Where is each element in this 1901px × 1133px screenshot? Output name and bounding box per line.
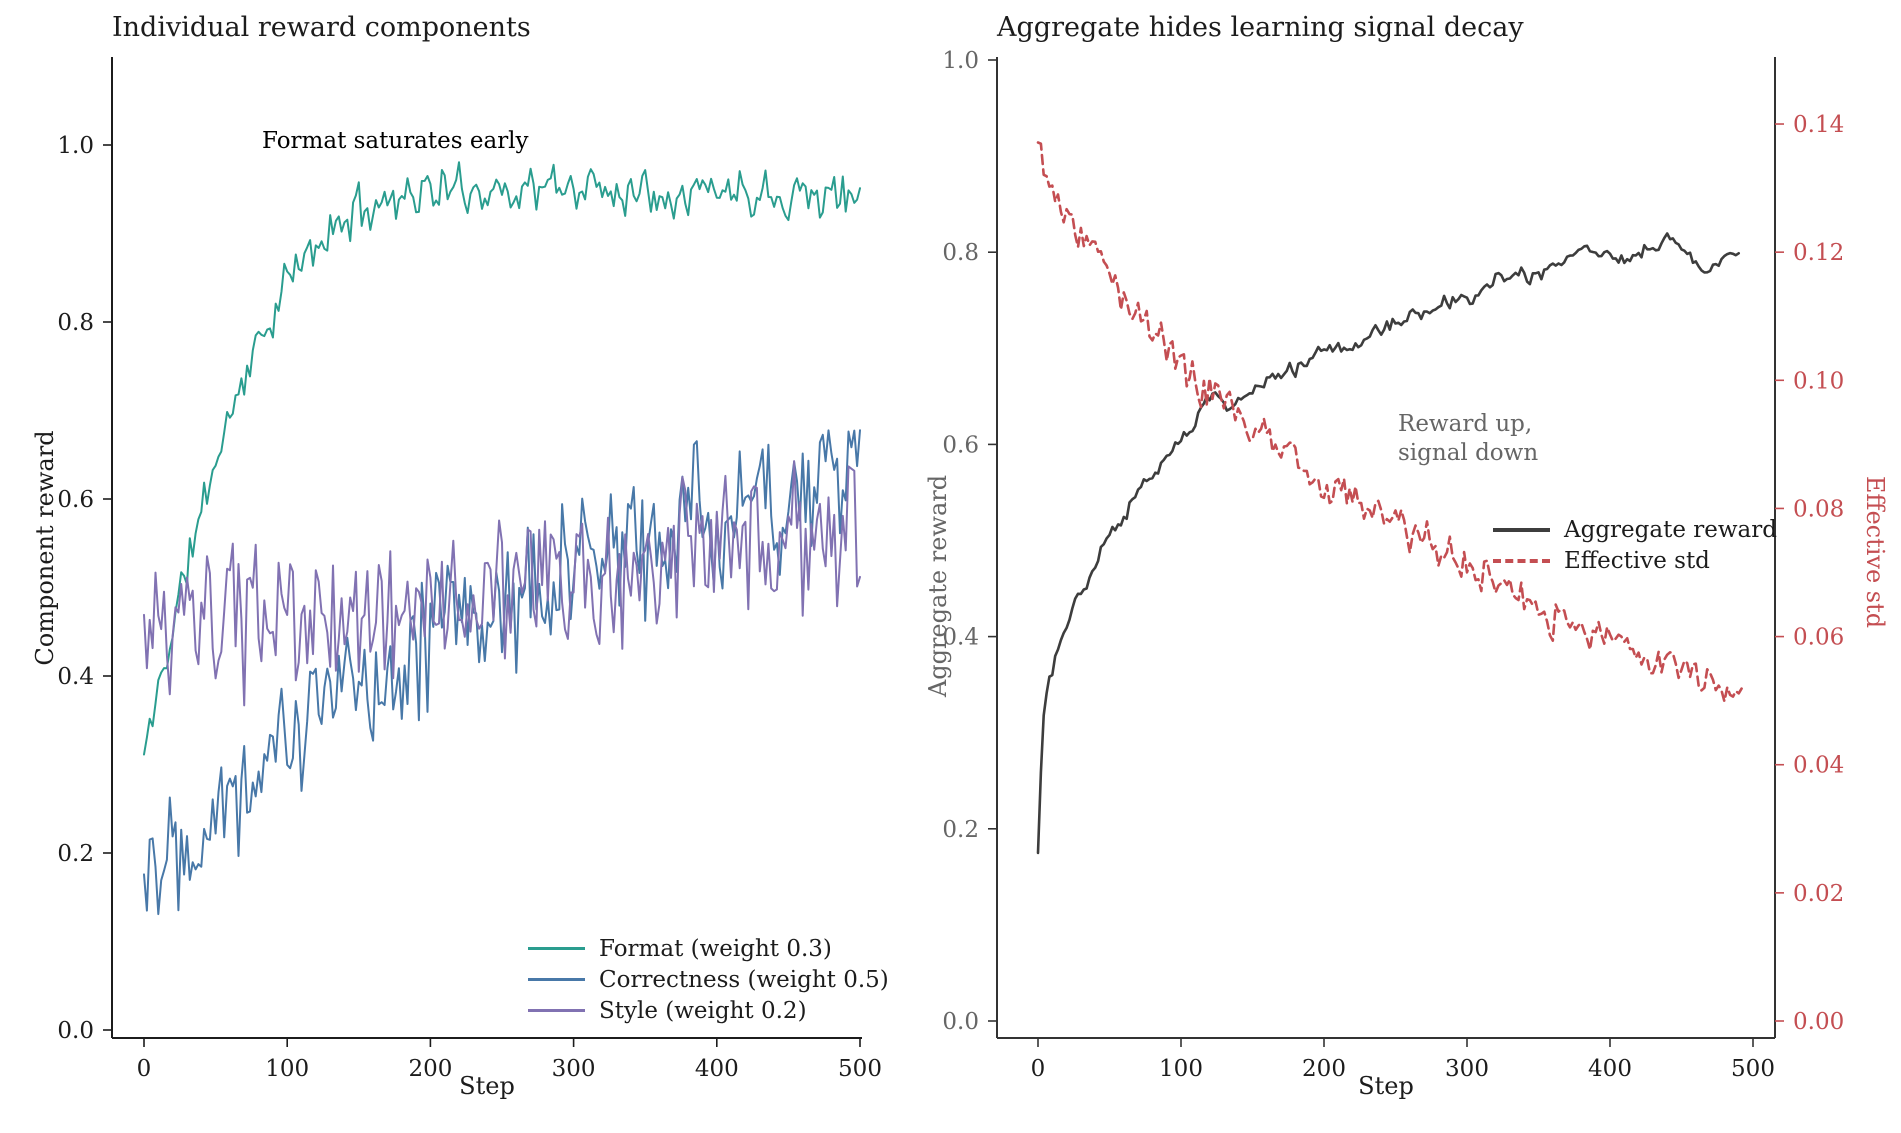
x-tick-label: 200 — [408, 1056, 452, 1082]
x-tick-label: 400 — [695, 1056, 739, 1082]
y-left-tick-label: 1.0 — [942, 48, 979, 74]
reward-up-annotation: Reward up, signal down — [1398, 411, 1539, 467]
y-right-tick-label: 0.10 — [1793, 368, 1844, 394]
aggregate-line-swatch — [1493, 527, 1550, 532]
legend-row-style: Style (weight 0.2) — [528, 995, 889, 1026]
y-right-tick-label: 0.12 — [1793, 240, 1844, 266]
right-panel-xlabel: Step — [1358, 1072, 1414, 1100]
y-right-tick-label: 0.14 — [1793, 112, 1844, 138]
y-tick-label: 0.8 — [57, 310, 94, 336]
effective-std-legend-label: Effective std — [1564, 547, 1710, 574]
y-right-tick-label: 0.04 — [1793, 753, 1844, 779]
format-line-swatch — [528, 947, 585, 950]
x-tick-label: 300 — [1445, 1056, 1489, 1082]
legend-row-effective-std: Effective std — [1493, 545, 1777, 576]
x-tick-label: 100 — [265, 1056, 309, 1082]
y-right-tick-label: 0.08 — [1793, 496, 1844, 522]
x-tick-label: 200 — [1302, 1056, 1346, 1082]
x-tick-label: 400 — [1588, 1056, 1632, 1082]
x-tick-label: 300 — [552, 1056, 596, 1082]
y-left-tick-label: 0.4 — [942, 625, 979, 651]
x-tick-label: 0 — [1031, 1056, 1046, 1082]
y-left-tick-label: 0.0 — [942, 1009, 979, 1035]
format-saturates-annotation: Format saturates early — [262, 128, 529, 154]
correctness-weight-0-5--line — [143, 429, 861, 916]
y-tick-label: 0.6 — [57, 487, 94, 513]
x-tick-label: 0 — [137, 1056, 152, 1082]
right-panel-title: Aggregate hides learning signal decay — [997, 12, 1524, 43]
format-legend-label: Format (weight 0.3) — [599, 935, 832, 962]
effective-std-line-swatch — [1493, 558, 1550, 563]
correctness-line-swatch — [528, 978, 585, 981]
y-tick-label: 0.4 — [57, 664, 94, 690]
right-legend: Aggregate reward Effective std — [1493, 514, 1777, 576]
x-tick-label: 500 — [838, 1056, 882, 1082]
y-left-tick-label: 0.2 — [942, 817, 979, 843]
correctness-legend-label: Correctness (weight 0.5) — [599, 966, 889, 993]
y-tick-label: 1.0 — [57, 133, 94, 159]
legend-row-format: Format (weight 0.3) — [528, 933, 889, 964]
style-legend-label: Style (weight 0.2) — [599, 997, 807, 1024]
style-weight-0-2--line — [143, 460, 861, 707]
y-right-tick-label: 0.06 — [1793, 625, 1844, 651]
aggregate-reward-line — [1036, 232, 1740, 855]
effective-std-line — [1036, 141, 1743, 703]
y-left-tick-label: 0.6 — [942, 432, 979, 458]
legend-row-aggregate: Aggregate reward — [1493, 514, 1777, 545]
y-left-tick-label: 0.8 — [942, 240, 979, 266]
y-tick-label: 0.2 — [57, 841, 94, 867]
y-tick-label: 0.0 — [57, 1018, 94, 1044]
y-right-tick-label: 0.00 — [1793, 1009, 1844, 1035]
right-panel-left-ylabel: Aggregate reward — [924, 474, 952, 698]
x-tick-label: 100 — [1159, 1056, 1203, 1082]
right-panel-right-ylabel: Effective std — [1861, 475, 1889, 629]
left-panel-title: Individual reward components — [112, 12, 531, 43]
y-right-tick-label: 0.02 — [1793, 881, 1844, 907]
x-tick-label: 500 — [1731, 1056, 1775, 1082]
format-weight-0-3--line — [143, 161, 861, 756]
left-panel-ylabel: Component reward — [31, 430, 59, 666]
left-panel-xlabel: Step — [459, 1072, 515, 1100]
legend-row-correctness: Correctness (weight 0.5) — [528, 964, 889, 995]
style-line-swatch — [528, 1009, 585, 1012]
aggregate-legend-label: Aggregate reward — [1564, 516, 1777, 543]
left-legend: Format (weight 0.3) Correctness (weight … — [528, 933, 889, 1026]
